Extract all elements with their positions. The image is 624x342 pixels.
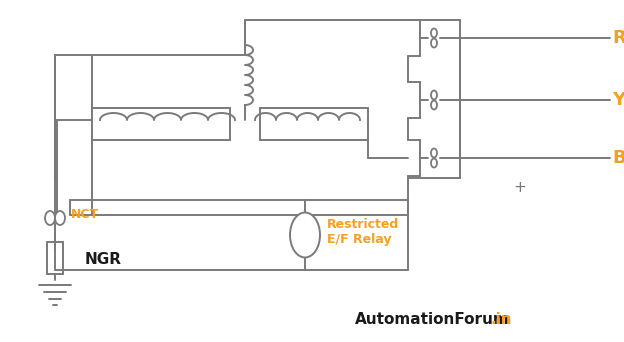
Text: NCT: NCT xyxy=(71,209,99,222)
Ellipse shape xyxy=(55,211,65,225)
Bar xyxy=(47,242,63,274)
Ellipse shape xyxy=(431,148,437,158)
Text: E/F Relay: E/F Relay xyxy=(327,234,391,247)
Ellipse shape xyxy=(431,28,437,38)
Text: NGR: NGR xyxy=(85,252,122,267)
Ellipse shape xyxy=(290,212,320,258)
Text: AutomationForum: AutomationForum xyxy=(355,313,510,328)
Ellipse shape xyxy=(431,158,437,168)
Text: B: B xyxy=(612,149,624,167)
Text: Restricted: Restricted xyxy=(327,219,399,232)
Ellipse shape xyxy=(431,101,437,109)
Text: R: R xyxy=(612,29,624,47)
Ellipse shape xyxy=(431,91,437,100)
Ellipse shape xyxy=(431,39,437,48)
Text: +: + xyxy=(514,181,527,196)
Ellipse shape xyxy=(45,211,55,225)
Text: Y: Y xyxy=(612,91,624,109)
Text: .in: .in xyxy=(490,313,512,328)
